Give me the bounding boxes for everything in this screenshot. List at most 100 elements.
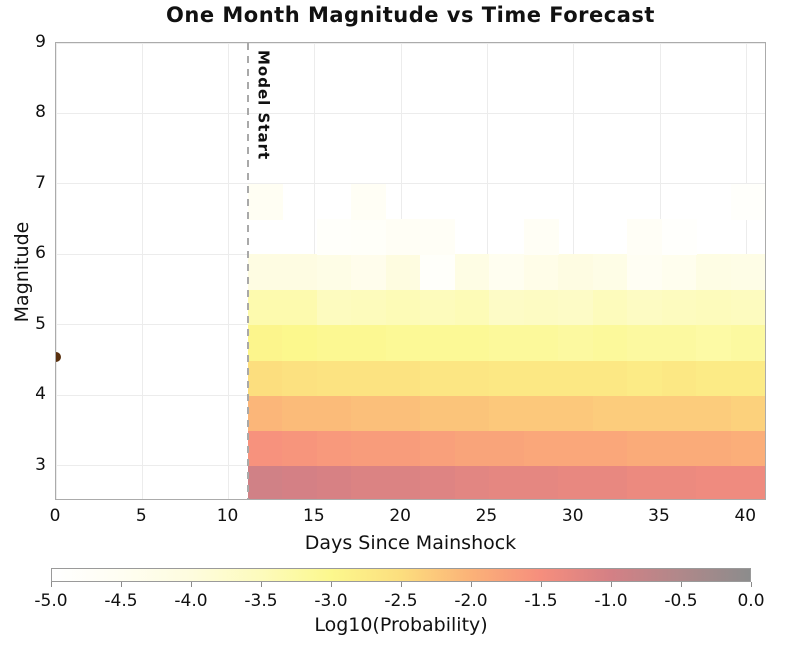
colorbar-tick bbox=[681, 582, 682, 587]
gridline-horizontal bbox=[56, 112, 765, 114]
colorbar-tick bbox=[121, 582, 122, 587]
gridline-horizontal bbox=[56, 43, 765, 44]
colorbar-tick bbox=[331, 582, 332, 587]
heatmap-cell bbox=[627, 360, 663, 396]
heatmap-cell bbox=[489, 465, 525, 499]
x-tick-label: 15 bbox=[303, 506, 325, 526]
heatmap-cell bbox=[523, 430, 559, 467]
heatmap-cell bbox=[385, 324, 421, 361]
heatmap-cell bbox=[592, 465, 628, 499]
heatmap-cell bbox=[696, 254, 732, 291]
heatmap-cell bbox=[661, 324, 697, 361]
heatmap-cell bbox=[454, 289, 490, 326]
heatmap-cell bbox=[627, 430, 663, 467]
colorbar-tick bbox=[471, 582, 472, 587]
heatmap-cell bbox=[282, 324, 318, 361]
colorbar-tick bbox=[51, 582, 52, 587]
y-tick-label: 7 bbox=[35, 172, 46, 193]
gridline-horizontal bbox=[56, 183, 765, 185]
colorbar-tick-label: -5.0 bbox=[34, 591, 68, 611]
colorbar-tick-label: -1.0 bbox=[594, 591, 628, 611]
heatmap-cell bbox=[454, 360, 490, 396]
heatmap-cell bbox=[351, 254, 387, 291]
heatmap-cell bbox=[247, 324, 283, 361]
mainshock-dot bbox=[56, 351, 61, 362]
heatmap-cell bbox=[627, 289, 663, 326]
heatmap-cell bbox=[420, 324, 456, 361]
heatmap-cell bbox=[592, 430, 628, 467]
heatmap-cell bbox=[351, 289, 387, 326]
heatmap-cell bbox=[730, 360, 765, 396]
x-tick-label: 5 bbox=[135, 506, 147, 526]
model-start-line bbox=[246, 43, 249, 499]
heatmap-cell bbox=[385, 219, 421, 255]
heatmap-cell bbox=[351, 395, 387, 432]
heatmap-cell bbox=[351, 465, 387, 499]
colorbar-label: Log10(Probability) bbox=[314, 614, 488, 636]
heatmap-cell bbox=[420, 289, 456, 326]
heatmap-cell bbox=[730, 254, 765, 291]
heatmap-cell bbox=[523, 324, 559, 361]
heatmap-cell bbox=[316, 395, 352, 432]
heatmap-cell bbox=[661, 219, 697, 255]
heatmap-cell bbox=[454, 254, 490, 291]
heatmap-cell bbox=[316, 360, 352, 396]
colorbar-tick-label: -4.0 bbox=[174, 591, 208, 611]
heatmap-cell bbox=[489, 430, 525, 467]
heatmap-cell bbox=[558, 324, 594, 361]
heatmap-cell bbox=[558, 289, 594, 326]
heatmap-cell bbox=[247, 465, 283, 499]
heatmap-cell bbox=[489, 254, 525, 291]
heatmap-cell bbox=[696, 324, 732, 361]
heatmap-cell bbox=[661, 289, 697, 326]
gridline-vertical bbox=[228, 43, 230, 499]
colorbar-tick-label: 0.0 bbox=[737, 591, 765, 611]
heatmap-cell bbox=[247, 183, 283, 220]
x-tick-label: 10 bbox=[216, 506, 239, 526]
heatmap-cell bbox=[523, 395, 559, 432]
heatmap-cell bbox=[420, 465, 456, 499]
gridline-vertical bbox=[56, 43, 57, 499]
colorbar-tick bbox=[191, 582, 192, 587]
heatmap-cell bbox=[420, 254, 456, 291]
y-tick-label: 6 bbox=[35, 243, 46, 264]
heatmap-cell bbox=[661, 254, 697, 291]
y-tick-label: 8 bbox=[35, 102, 46, 123]
heatmap-cell bbox=[558, 254, 594, 291]
heatmap-cell bbox=[385, 395, 421, 432]
colorbar-tick-label: -3.5 bbox=[244, 591, 278, 611]
heatmap-cell bbox=[661, 360, 697, 396]
heatmap-cell bbox=[316, 465, 352, 499]
heatmap-cell bbox=[351, 360, 387, 396]
heatmap-cell bbox=[558, 465, 594, 499]
heatmap-cell bbox=[661, 465, 697, 499]
colorbar-tick bbox=[541, 582, 542, 587]
heatmap-cell bbox=[523, 289, 559, 326]
x-tick-label: 40 bbox=[734, 506, 757, 526]
heatmap-cell bbox=[454, 395, 490, 432]
heatmap-cell bbox=[385, 430, 421, 467]
heatmap-cell bbox=[627, 219, 663, 255]
y-tick-label: 4 bbox=[35, 384, 46, 405]
heatmap-cell bbox=[385, 465, 421, 499]
heatmap-cell bbox=[282, 360, 318, 396]
heatmap-cell bbox=[247, 395, 283, 432]
heatmap-cell bbox=[730, 430, 765, 467]
heatmap-cell bbox=[316, 289, 352, 326]
x-axis-label: Days Since Mainshock bbox=[304, 532, 517, 554]
heatmap-cell bbox=[696, 430, 732, 467]
y-tick-label: 9 bbox=[35, 32, 46, 52]
heatmap-cell bbox=[627, 324, 663, 361]
heatmap-cell bbox=[247, 360, 283, 396]
heatmap-cell bbox=[696, 360, 732, 396]
heatmap-cell bbox=[696, 465, 732, 499]
heatmap-cell bbox=[282, 254, 318, 291]
heatmap-cell bbox=[247, 289, 283, 326]
heatmap-cell bbox=[523, 254, 559, 291]
colorbar-tick-label: -2.5 bbox=[384, 591, 418, 611]
y-tick-label: 5 bbox=[35, 313, 46, 334]
model-start-label: Model Start bbox=[254, 50, 273, 161]
heatmap-cell bbox=[523, 465, 559, 499]
heatmap-cell bbox=[420, 360, 456, 396]
